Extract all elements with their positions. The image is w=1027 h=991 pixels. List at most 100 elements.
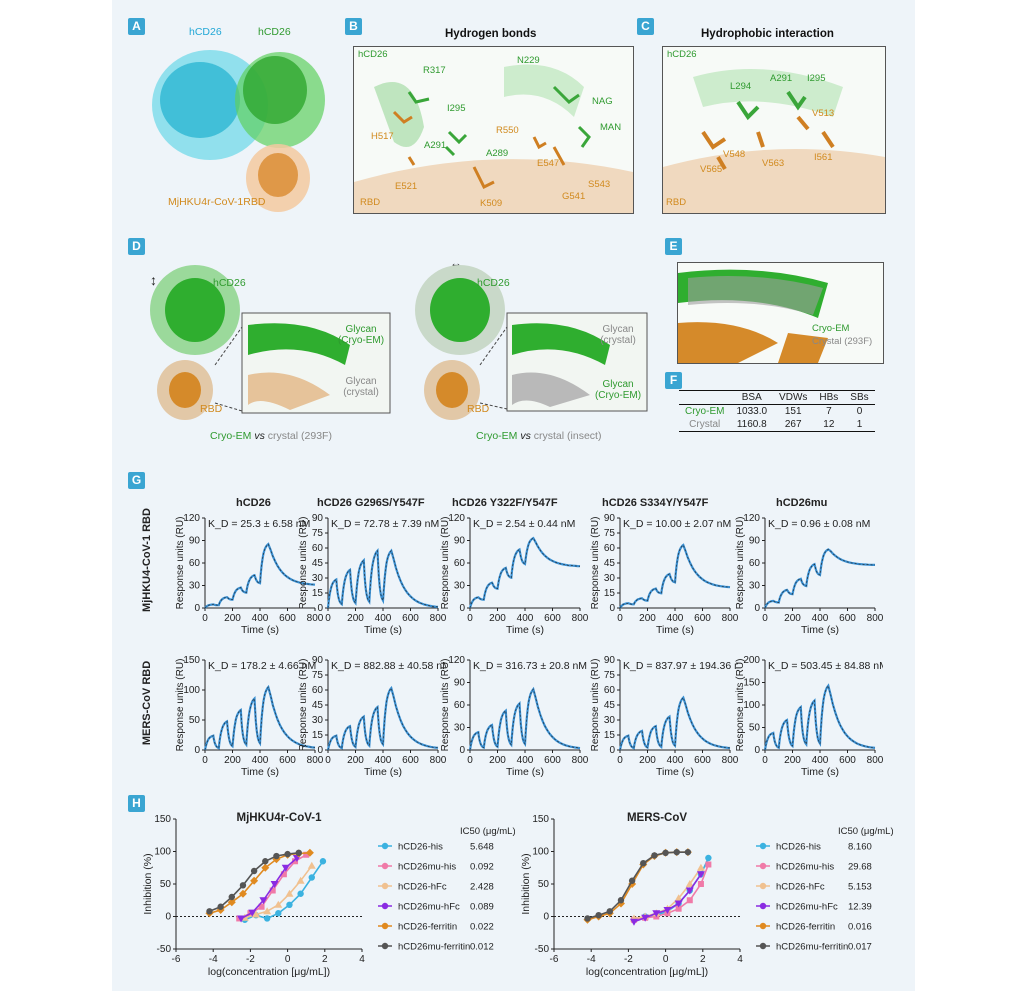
y-tick-label: 30 — [749, 581, 761, 592]
ic50-value: 2.428 — [470, 882, 494, 893]
caption-crystal: crystal (293F) — [267, 430, 332, 442]
data-point — [292, 858, 299, 865]
y-axis-label: Response units (RU) — [175, 517, 186, 610]
y-tick-label: 90 — [604, 655, 616, 666]
panel-e-structure — [678, 269, 828, 363]
legend-marker — [381, 842, 389, 850]
panel-e-frame — [677, 262, 884, 364]
chart-title: MjHKU4r-CoV-1 — [237, 812, 323, 824]
x-tick-label: 600 — [402, 613, 419, 624]
panel-b-tag: B — [345, 18, 362, 35]
data-point — [696, 871, 705, 879]
col-title: hCD26 S334Y/Y547F — [602, 497, 709, 509]
y-tick-label: 90 — [604, 513, 616, 524]
panel-h-tag: H — [128, 795, 145, 812]
residue-i561: I561 — [814, 152, 833, 163]
data-point — [675, 905, 682, 912]
y-tick-label: 50 — [538, 879, 550, 890]
y-tick-label: 150 — [154, 814, 171, 825]
legend-marker — [381, 902, 389, 910]
x-tick-label: 400 — [252, 755, 269, 766]
x-tick-label: 800 — [867, 613, 883, 624]
spr-chart: 0 30 60 90 120 0 200 400 600 800 Time (s) Response … — [440, 655, 588, 777]
data-point — [285, 889, 294, 897]
residue-r550: R550 — [496, 125, 519, 136]
data-point — [686, 897, 693, 904]
panel-d-structures: ↕ ↔ — [150, 256, 648, 420]
y-tick-label: 15 — [312, 588, 324, 599]
kd-label: K_D = 837.97 ± 194.36 nM — [623, 660, 738, 672]
residue-v513: V513 — [812, 108, 835, 119]
data-point — [303, 851, 310, 858]
header-cell: VDWs — [773, 390, 814, 405]
residue-r317: R317 — [423, 65, 446, 76]
data-point — [606, 908, 613, 915]
chart-title: MERS-CoV — [627, 812, 687, 824]
table-header-row: BSA VDWs HBs SBs — [679, 390, 875, 405]
y-tick-label: 100 — [743, 700, 760, 711]
y-tick-label: 15 — [604, 588, 616, 599]
x-tick-label: 200 — [347, 613, 364, 624]
panel-c-hcd26: hCD26 — [667, 49, 697, 60]
legend-label: hCD26mu-ferritin — [398, 942, 470, 953]
residue-a289: A289 — [486, 148, 509, 159]
legend-marker — [759, 902, 767, 910]
x-tick-label: 200 — [224, 755, 241, 766]
ic50-value: 8.160 — [848, 842, 872, 853]
residue-v548: V548 — [723, 149, 746, 160]
x-tick-label: 600 — [839, 755, 856, 766]
y-tick-label: 0 — [609, 745, 615, 756]
residue-a291-c: A291 — [770, 73, 793, 84]
x-tick-label: 400 — [252, 613, 269, 624]
y-tick-label: 75 — [312, 670, 324, 681]
y-tick-label: 90 — [312, 655, 324, 666]
ic50-header: IC50 (μg/mL) — [838, 826, 893, 837]
data-point — [259, 897, 268, 905]
data-point — [251, 910, 260, 918]
x-tick-label: 600 — [839, 613, 856, 624]
table-cell: 1 — [844, 418, 875, 432]
sensorgram-trace — [763, 683, 876, 751]
x-tick-label: 200 — [489, 755, 506, 766]
y-tick-label: 90 — [189, 536, 201, 547]
x-tick-label: -2 — [246, 954, 255, 965]
y-tick-label: -50 — [157, 944, 172, 955]
fit-curve — [619, 544, 731, 609]
panel-a-tag: A — [128, 18, 145, 35]
caption-em: Cryo-EM — [210, 430, 252, 442]
legend-label: hCD26-hFc — [398, 882, 447, 893]
kd-label: K_D = 882.88 ± 40.58 nM — [331, 660, 446, 672]
x-tick-label: 200 — [224, 613, 241, 624]
y-tick-label: 50 — [189, 715, 201, 726]
panel-e-label-em: Cryo-EM — [812, 323, 850, 334]
table-cell: 1033.0 — [736, 406, 768, 417]
x-tick-label: 2 — [322, 954, 328, 965]
y-tick-label: 90 — [454, 678, 466, 689]
y-tick-label: 45 — [604, 558, 616, 569]
y-tick-label: 30 — [312, 715, 324, 726]
panel-f-table: BSA VDWs HBs SBs Cryo-EM 1033.0 151 7 0 … — [679, 390, 875, 432]
sensorgram-trace — [763, 548, 875, 609]
y-tick-label: 200 — [743, 655, 760, 666]
data-point — [262, 858, 269, 865]
x-tick-label: 600 — [544, 755, 561, 766]
col-title: hCD26 — [236, 497, 271, 509]
data-point — [270, 881, 279, 888]
y-tick-label: 0 — [194, 745, 200, 756]
legend-marker — [381, 862, 389, 870]
legend-label: hCD26-ferritin — [776, 922, 835, 933]
data-point — [308, 874, 315, 881]
spr-chart: 0 30 60 90 120 0 200 400 600 800 Time (s) Response … — [440, 513, 588, 635]
ic50-value: 0.017 — [848, 942, 872, 953]
x-axis-label: Time (s) — [801, 766, 839, 777]
y-tick-label: 15 — [312, 730, 324, 741]
ic50-value: 0.089 — [470, 902, 494, 913]
y-tick-label: 45 — [312, 558, 324, 569]
header-cell — [679, 390, 731, 405]
residue-a291: A291 — [424, 140, 447, 151]
fit-curve — [469, 537, 581, 609]
series-curve — [587, 851, 688, 921]
x-axis-label: log(concentration [μg/mL]) — [208, 966, 330, 978]
x-tick-label: 0 — [325, 613, 331, 624]
data-point — [258, 903, 265, 910]
